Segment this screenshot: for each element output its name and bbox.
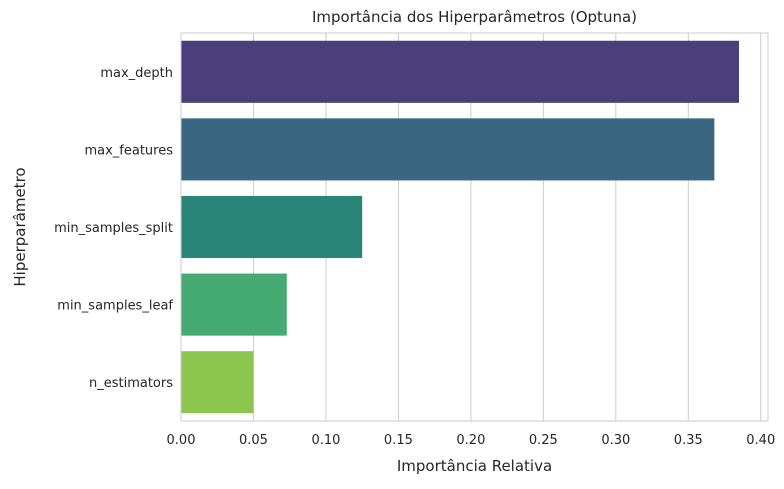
- bars: [181, 40, 740, 414]
- x-tick-label: 0.35: [674, 433, 703, 448]
- bar-min-samples-leaf: [181, 273, 287, 336]
- x-tick-label: 0.15: [384, 433, 413, 448]
- bar-min-samples-split: [181, 195, 363, 259]
- y-axis-label: Hiperparâmetro: [11, 167, 29, 286]
- plot-frame: [180, 32, 769, 422]
- x-axis-label: Importância Relativa: [397, 457, 552, 475]
- x-tick-label: 0.10: [311, 433, 340, 448]
- x-tick-labels: 0.00 0.05 0.10 0.15 0.20 0.25 0.30 0.35 0.40: [167, 433, 776, 448]
- y-tick-label: max_depth: [100, 66, 173, 81]
- y-tick-label: n_estimators: [89, 376, 173, 391]
- bar-max-features: [181, 118, 715, 181]
- bar-n-estimators: [181, 351, 254, 414]
- x-tick-label: 0.40: [746, 433, 775, 448]
- chart-title: Importância dos Hiperparâmetros (Optuna): [312, 8, 637, 26]
- y-tick-label: min_samples_leaf: [57, 299, 173, 314]
- y-tick-label: max_features: [84, 143, 173, 158]
- y-tick-label: min_samples_split: [54, 221, 173, 236]
- x-tick-label: 0.00: [167, 433, 196, 448]
- x-tick-label: 0.30: [601, 433, 630, 448]
- x-tick-label: 0.20: [456, 433, 485, 448]
- bar-max-depth: [181, 40, 740, 103]
- x-tick-label: 0.05: [239, 433, 268, 448]
- y-tick-labels: max_depth max_features min_samples_splitmi…: [54, 66, 173, 391]
- x-tick-label: 0.25: [529, 433, 558, 448]
